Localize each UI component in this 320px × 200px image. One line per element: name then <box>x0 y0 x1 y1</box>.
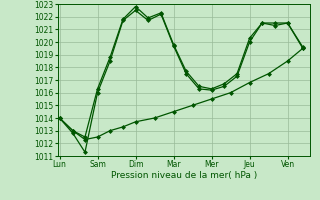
X-axis label: Pression niveau de la mer( hPa ): Pression niveau de la mer( hPa ) <box>111 171 257 180</box>
